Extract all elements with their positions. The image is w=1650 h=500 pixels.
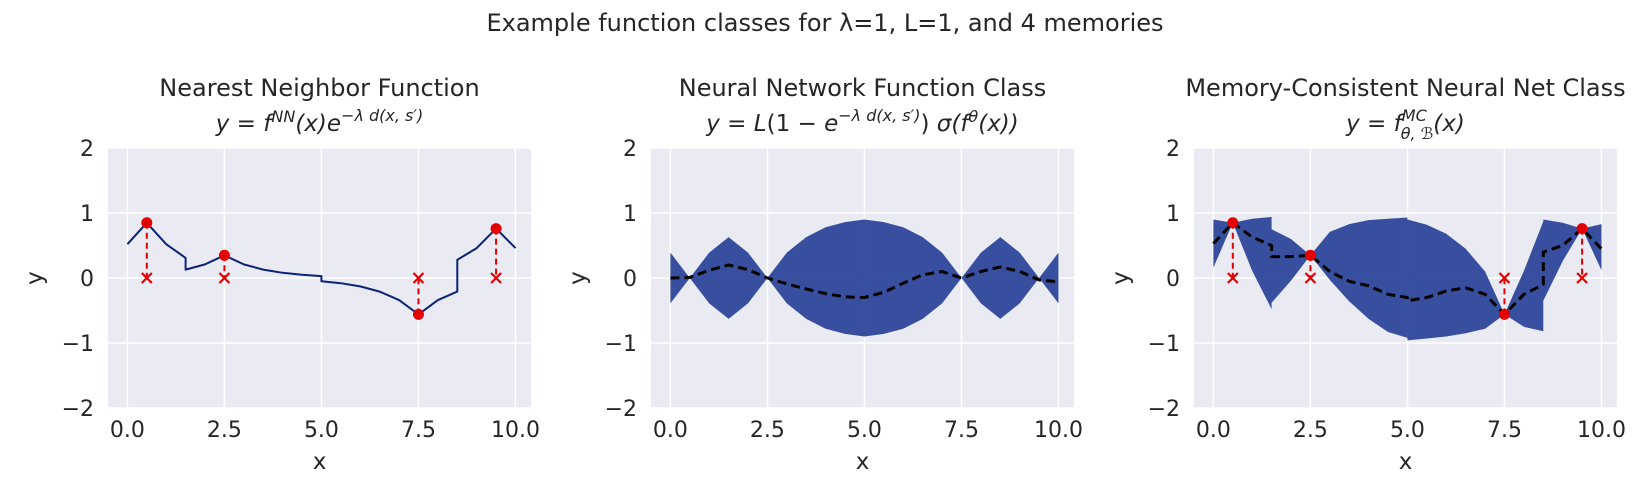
chart-panel-1: Nearest Neighbor Function y = fNN(x)e−λ d… bbox=[22, 74, 540, 475]
chart-title: Nearest Neighbor Function bbox=[159, 74, 479, 102]
confidence-band bbox=[670, 219, 1059, 337]
memory-x-marker bbox=[141, 272, 153, 284]
nn-function-line bbox=[126, 221, 517, 316]
mean-function-line bbox=[670, 263, 1059, 299]
memory-x-marker bbox=[1304, 272, 1317, 284]
x-tick-label: 5.0 bbox=[1390, 418, 1425, 443]
memory-x-marker bbox=[1576, 272, 1588, 284]
y-tick-label: 0 bbox=[80, 267, 94, 292]
memory-point bbox=[1227, 217, 1239, 229]
x-tick-label: 2.5 bbox=[207, 418, 242, 443]
y-axis-label: y bbox=[1108, 271, 1134, 285]
y-tick-label: −2 bbox=[605, 397, 637, 422]
chart-title: Memory-Consistent Neural Net Class bbox=[1185, 74, 1625, 102]
y-tick-label: 1 bbox=[623, 202, 637, 227]
y-tick-label: 0 bbox=[1166, 267, 1180, 292]
plot-content bbox=[670, 219, 1059, 337]
memory-x-marker bbox=[490, 272, 502, 284]
y-tick-label: −1 bbox=[605, 332, 637, 357]
x-tick-label: 7.5 bbox=[401, 418, 436, 443]
x-tick-label: 5.0 bbox=[304, 418, 339, 443]
y-tick-label: 1 bbox=[80, 202, 94, 227]
x-tick-label: 0.0 bbox=[653, 418, 688, 443]
x-tick-label: 2.5 bbox=[750, 418, 785, 443]
y-tick-label: 0 bbox=[623, 267, 637, 292]
x-tick-label: 2.5 bbox=[1293, 418, 1328, 443]
memory-point bbox=[1576, 223, 1588, 235]
figure-title: Example function classes for λ=1, L=1, a… bbox=[486, 9, 1163, 37]
memory-point bbox=[1304, 249, 1316, 261]
y-tick-label: 2 bbox=[623, 137, 637, 162]
x-tick-label: 7.5 bbox=[944, 418, 979, 443]
y-tick-label: −1 bbox=[1148, 332, 1180, 357]
memory-point bbox=[218, 249, 230, 261]
chart-subtitle: y = L(1 − e−λ d(x, s′)) σ(fθ(x)) bbox=[705, 106, 1019, 137]
confidence-band bbox=[1213, 216, 1602, 341]
x-axis-label: x bbox=[1399, 449, 1413, 475]
memory-point bbox=[412, 308, 424, 320]
x-tick-label: 10.0 bbox=[1034, 418, 1083, 443]
x-tick-label: 10.0 bbox=[491, 418, 540, 443]
y-axis-label: y bbox=[565, 271, 591, 285]
y-tick-label: −2 bbox=[1148, 397, 1180, 422]
x-tick-label: 10.0 bbox=[1577, 418, 1626, 443]
chart-panel-2: Neural Network Function Class y = L(1 − e… bbox=[565, 74, 1083, 475]
y-tick-label: −2 bbox=[62, 397, 94, 422]
x-axis-label: x bbox=[313, 449, 327, 475]
memory-x-marker bbox=[218, 272, 231, 284]
x-tick-label: 0.0 bbox=[110, 418, 145, 443]
chart-title: Neural Network Function Class bbox=[679, 74, 1047, 102]
y-tick-label: 2 bbox=[80, 137, 94, 162]
memory-point bbox=[490, 223, 502, 235]
memory-point bbox=[141, 217, 153, 229]
x-tick-label: 7.5 bbox=[1487, 418, 1522, 443]
memory-x-marker bbox=[1227, 272, 1239, 284]
mean-function-line bbox=[1212, 221, 1603, 316]
x-tick-label: 0.0 bbox=[1196, 418, 1231, 443]
y-axis-label: y bbox=[22, 271, 48, 285]
memory-x-marker bbox=[1498, 272, 1511, 284]
plot-content bbox=[126, 217, 517, 320]
chart-subtitle: y = fNN(x)e−λ d(x, s′) bbox=[215, 106, 424, 137]
memory-x-marker bbox=[412, 272, 425, 284]
x-tick-label: 5.0 bbox=[847, 418, 882, 443]
x-axis-label: x bbox=[856, 449, 870, 475]
plot-content bbox=[1212, 216, 1603, 341]
y-tick-label: −1 bbox=[62, 332, 94, 357]
chart-subtitle: y = fMC θ, ℬ(x) bbox=[1345, 106, 1465, 143]
y-tick-label: 1 bbox=[1166, 202, 1180, 227]
chart-panel-3: Memory-Consistent Neural Net Class y = fM… bbox=[1108, 74, 1626, 475]
y-tick-label: 2 bbox=[1166, 137, 1180, 162]
memory-point bbox=[1498, 308, 1510, 320]
